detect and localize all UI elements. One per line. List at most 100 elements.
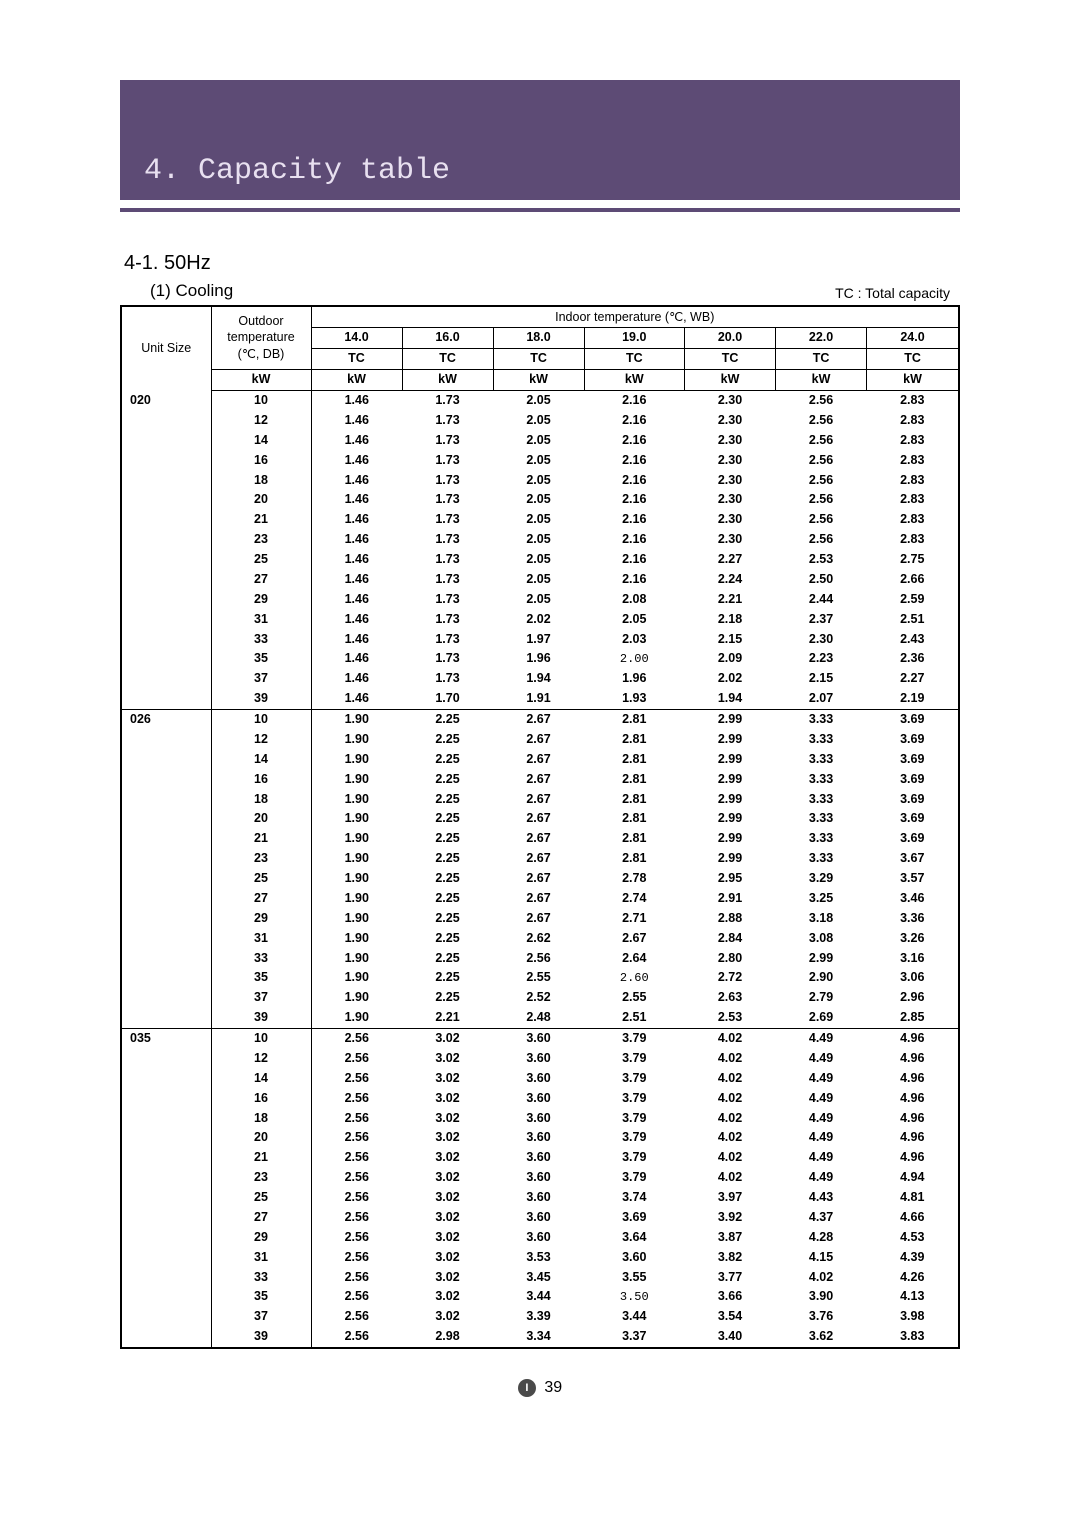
data-cell: 1.46 [311, 629, 402, 649]
table-row: 271.461.732.052.162.242.502.66 [121, 569, 959, 589]
data-cell: 2.25 [402, 968, 493, 988]
data-cell: 1.46 [311, 649, 402, 669]
data-cell: 4.66 [867, 1207, 959, 1227]
data-cell: 3.46 [867, 888, 959, 908]
data-cell: 2.88 [685, 908, 776, 928]
outdoor-temp-cell: 29 [211, 589, 311, 609]
data-cell: 2.25 [402, 729, 493, 749]
data-cell: 2.83 [867, 510, 959, 530]
outdoor-temp-cell: 12 [211, 410, 311, 430]
data-cell: 1.73 [402, 410, 493, 430]
page-number: 39 [544, 1379, 562, 1396]
data-cell: 2.67 [493, 908, 584, 928]
outdoor-temp-cell: 25 [211, 550, 311, 570]
data-cell: 1.73 [402, 530, 493, 550]
data-cell: 4.13 [867, 1287, 959, 1307]
data-cell: 3.02 [402, 1108, 493, 1128]
data-cell: 2.19 [867, 689, 959, 709]
data-cell: 1.46 [311, 689, 402, 709]
data-cell: 4.28 [776, 1227, 867, 1247]
data-cell: 2.30 [685, 450, 776, 470]
data-cell: 1.73 [402, 550, 493, 570]
outdoor-temp-cell: 37 [211, 1307, 311, 1327]
data-cell: 1.90 [311, 709, 402, 729]
data-cell: 2.56 [311, 1108, 402, 1128]
data-cell: 3.02 [402, 1287, 493, 1307]
data-cell: 3.60 [493, 1188, 584, 1208]
data-cell: 3.33 [776, 769, 867, 789]
data-cell: 4.49 [776, 1048, 867, 1068]
outdoor-temp-cell: 33 [211, 948, 311, 968]
data-cell: 1.90 [311, 769, 402, 789]
table-row: 391.461.701.911.931.942.072.19 [121, 689, 959, 709]
table-row: 232.563.023.603.794.024.494.94 [121, 1168, 959, 1188]
outdoor-temp-cell: 33 [211, 1267, 311, 1287]
data-cell: 2.99 [776, 948, 867, 968]
data-cell: 4.49 [776, 1148, 867, 1168]
section-title: 4-1. 50Hz [124, 252, 960, 275]
data-cell: 1.73 [402, 510, 493, 530]
data-cell: 2.72 [685, 968, 776, 988]
data-cell: 1.46 [311, 450, 402, 470]
data-cell: 1.46 [311, 470, 402, 490]
data-cell: 2.83 [867, 530, 959, 550]
data-cell: 2.56 [311, 1028, 402, 1048]
data-cell: 4.02 [685, 1168, 776, 1188]
outdoor-temp-cell: 12 [211, 729, 311, 749]
data-cell: 2.59 [867, 589, 959, 609]
data-cell: 1.46 [311, 510, 402, 530]
data-cell: 1.90 [311, 849, 402, 869]
data-cell: 3.76 [776, 1307, 867, 1327]
data-cell: 2.56 [776, 410, 867, 430]
data-cell: 2.55 [493, 968, 584, 988]
data-cell: 3.02 [402, 1207, 493, 1227]
data-cell: 2.16 [584, 430, 684, 450]
temp-header: 20.0 [685, 327, 776, 348]
kw-header: kW [311, 369, 402, 390]
table-row: 201.902.252.672.812.993.333.69 [121, 809, 959, 829]
data-cell: 3.37 [584, 1327, 684, 1348]
table-row: 372.563.023.393.443.543.763.98 [121, 1307, 959, 1327]
data-cell: 4.02 [685, 1068, 776, 1088]
table-row: 020101.461.732.052.162.302.562.83 [121, 390, 959, 410]
data-cell: 2.25 [402, 869, 493, 889]
data-cell: 2.83 [867, 470, 959, 490]
data-cell: 2.56 [311, 1327, 402, 1348]
data-cell: 2.16 [584, 390, 684, 410]
temp-header: 14.0 [311, 327, 402, 348]
data-cell: 1.73 [402, 609, 493, 629]
data-cell: 3.29 [776, 869, 867, 889]
outdoor-temp-cell: 31 [211, 1247, 311, 1267]
data-cell: 2.71 [584, 908, 684, 928]
data-cell: 1.90 [311, 908, 402, 928]
table-row: 392.562.983.343.373.403.623.83 [121, 1327, 959, 1348]
table-row: 181.461.732.052.162.302.562.83 [121, 470, 959, 490]
data-cell: 2.00 [584, 649, 684, 669]
data-cell: 2.67 [493, 709, 584, 729]
data-cell: 4.81 [867, 1188, 959, 1208]
table-row: 371.461.731.941.962.022.152.27 [121, 669, 959, 689]
outdoor-temp-cell: 27 [211, 569, 311, 589]
data-cell: 1.73 [402, 669, 493, 689]
data-cell: 3.60 [493, 1207, 584, 1227]
data-cell: 3.79 [584, 1088, 684, 1108]
data-cell: 2.85 [867, 1008, 959, 1028]
outdoor-temp-cell: 35 [211, 649, 311, 669]
data-cell: 2.56 [776, 490, 867, 510]
data-cell: 1.90 [311, 928, 402, 948]
data-cell: 3.45 [493, 1267, 584, 1287]
data-cell: 2.56 [311, 1227, 402, 1247]
data-cell: 2.16 [584, 450, 684, 470]
data-cell: 3.60 [493, 1068, 584, 1088]
data-cell: 3.02 [402, 1088, 493, 1108]
data-cell: 2.25 [402, 948, 493, 968]
table-row: 272.563.023.603.693.924.374.66 [121, 1207, 959, 1227]
data-cell: 2.30 [685, 430, 776, 450]
outdoor-temp-cell: 10 [211, 709, 311, 729]
data-cell: 2.62 [493, 928, 584, 948]
data-cell: 3.02 [402, 1247, 493, 1267]
data-cell: 3.60 [493, 1148, 584, 1168]
data-cell: 1.46 [311, 569, 402, 589]
data-cell: 3.87 [685, 1227, 776, 1247]
data-cell: 3.66 [685, 1287, 776, 1307]
